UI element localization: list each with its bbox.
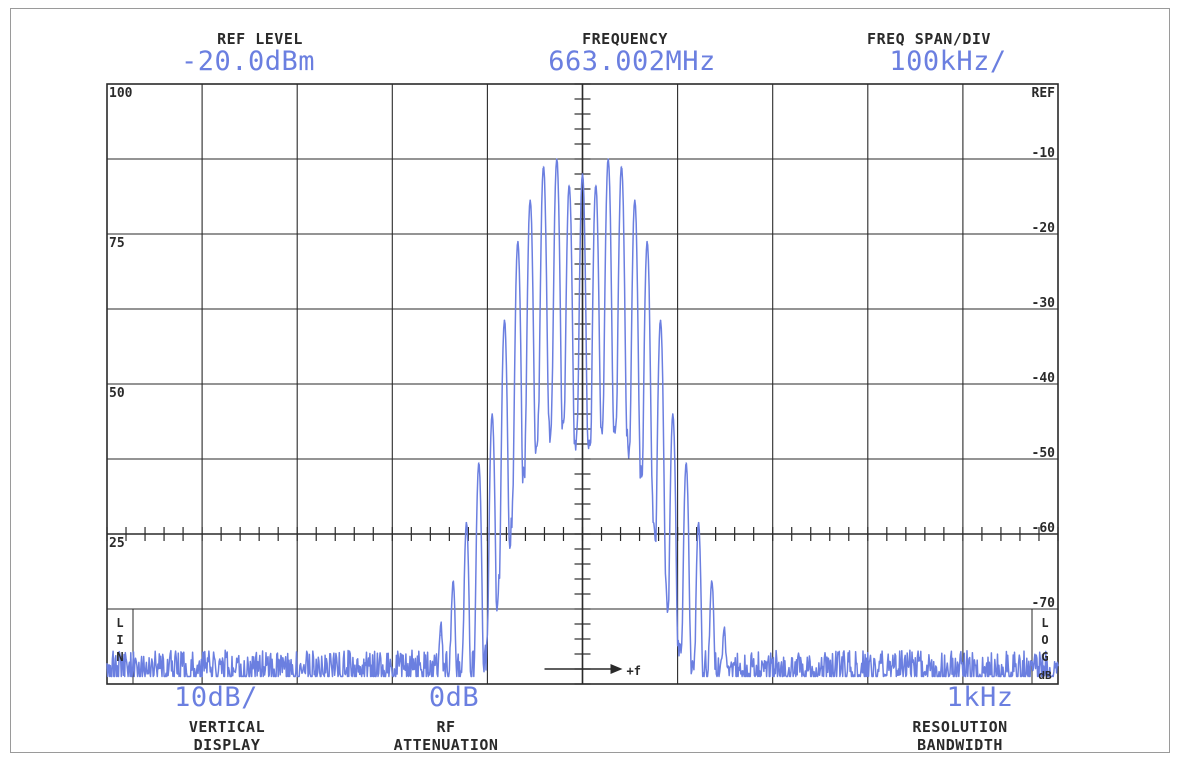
spectral-line-peak (440, 634, 442, 637)
right-tick-label: -70 (1032, 596, 1056, 611)
spectrum-trace-group (106, 158, 1059, 678)
spectral-line-peak (620, 165, 623, 168)
spectral-line-peak (491, 413, 493, 415)
spectral-line-peak (685, 461, 687, 464)
log-mode-letter: G (1041, 650, 1048, 664)
vertical-display-label-1: VERTICAL (188, 718, 266, 736)
right-tick-label: REF (1032, 86, 1056, 101)
lin-mode-letter: I (116, 633, 123, 647)
frequency-label: FREQUENCY (582, 30, 668, 48)
right-tick-label: -50 (1032, 446, 1056, 461)
left-tick-label: 50 (109, 386, 125, 401)
spectral-line-peak (711, 581, 713, 584)
log-mode-letter: L (1041, 616, 1048, 630)
resolution-bandwidth-value: 1kHz (946, 682, 1014, 713)
ref-level-value: -20.0dBm (180, 46, 316, 77)
rf-attenuation-label-2: ATTENUATION (393, 736, 499, 754)
frequency-value: 663.002MHz (548, 46, 716, 77)
vertical-display-label-2: DISPLAY (193, 736, 261, 754)
spectral-line-peak (542, 165, 545, 168)
right-tick-label: -30 (1032, 296, 1056, 311)
right-tick-label: -10 (1032, 146, 1056, 161)
ref-level-label: REF LEVEL (217, 30, 303, 48)
spectral-line-peak (672, 413, 674, 415)
spectral-line-peak (634, 199, 636, 202)
freq-arrow-label: +f (627, 664, 641, 678)
axis-labels: 100755025REF-10-20-30-40-50-60-70LINLOGd… (109, 86, 1055, 682)
spectral-line-peak (646, 240, 648, 243)
left-tick-label: 75 (109, 236, 125, 251)
rf-attenuation-value: 0dB (428, 682, 480, 713)
spectral-line-peak (568, 184, 570, 187)
spectral-line-peak (581, 173, 584, 175)
spectral-line-peak (517, 240, 519, 243)
resolution-bandwidth-label-1: RESOLUTION (912, 718, 1008, 736)
spectral-line-peak (659, 319, 662, 322)
display-frame (10, 8, 1170, 753)
graticule (106, 83, 1059, 685)
spectral-line-peak (595, 184, 597, 187)
spectral-line-peak (529, 199, 531, 202)
spectral-line-peak (607, 158, 609, 160)
spectral-line-peak (697, 521, 700, 524)
spectral-line-peak (723, 634, 725, 637)
spectral-line-peak (452, 581, 454, 584)
lin-mode-letter: N (116, 650, 123, 664)
left-tick-label: 100 (109, 86, 133, 101)
freq-span-value: 100kHz/ (889, 46, 1007, 77)
freq-arrow-head (610, 664, 623, 674)
right-tick-label: -60 (1032, 521, 1056, 536)
resolution-bandwidth-label-2: BANDWIDTH (917, 736, 1003, 754)
left-tick-label: 25 (109, 536, 125, 551)
spectral-line-peak (478, 461, 480, 464)
spectral-line-peak (556, 158, 558, 160)
rf-attenuation-label-1: RF (436, 718, 456, 736)
vertical-display-value: 10dB/ (174, 682, 258, 713)
log-mode-letter: O (1041, 633, 1048, 647)
freq-span-label: FREQ SPAN/DIV (867, 30, 991, 48)
spectral-line-peak (503, 319, 506, 322)
log-unit-label: dB (1038, 669, 1052, 682)
spectral-line-peak (465, 521, 468, 524)
right-tick-label: -20 (1032, 221, 1056, 236)
right-tick-label: -40 (1032, 371, 1056, 386)
lin-mode-letter: L (116, 616, 123, 630)
